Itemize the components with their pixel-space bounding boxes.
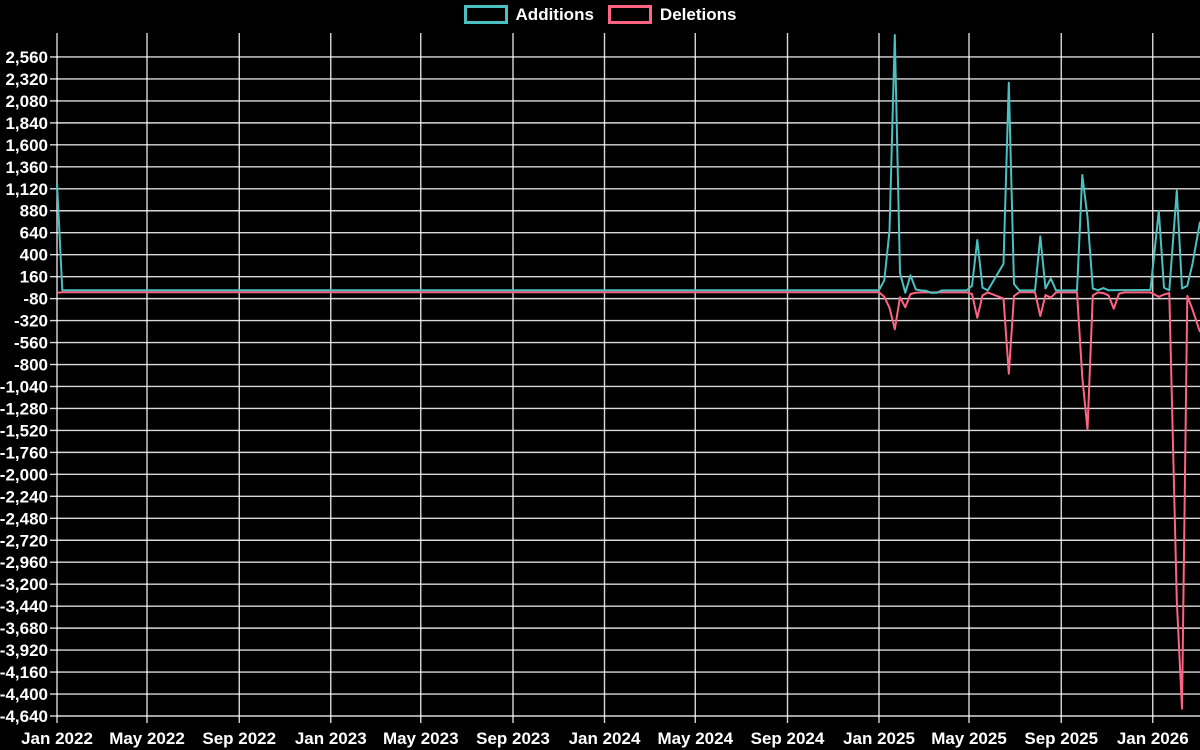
x-tick-label: Jan 2024 [569,729,641,748]
y-tick-label: -3,200 [0,575,48,594]
x-tick-label: Sep 2023 [476,729,550,748]
y-tick-label: -3,440 [0,597,48,616]
y-tick-label: 640 [20,224,48,243]
y-tick-label: 880 [20,202,48,221]
y-tick-label: -2,720 [0,531,48,550]
x-tick-label: Sep 2024 [751,729,825,748]
deletions-line [56,291,1200,710]
y-tick-label: -2,000 [0,465,48,484]
legend-item-deletions[interactable]: Deletions [607,5,737,24]
legend-label-deletions: Deletions [659,5,737,24]
y-tick-label: -2,960 [0,553,48,572]
x-tick-label: Sep 2025 [1024,729,1098,748]
x-tick-label: May 2022 [109,729,185,748]
y-tick-label: -3,920 [0,641,48,660]
legend-label-additions: Additions [515,5,594,24]
y-tick-label: 160 [20,268,48,287]
y-tick-label: 2,560 [5,48,48,67]
y-tick-label: 1,840 [5,114,48,133]
y-tick-label: -1,040 [0,377,48,396]
y-tick-label: 1,360 [5,158,48,177]
y-tick-label: -560 [14,334,48,353]
x-tick-label: Jan 2026 [1117,729,1189,748]
x-tick-label: Jan 2025 [843,729,915,748]
additions-swatch-icon [463,5,508,24]
x-tick-label: Sep 2022 [202,729,276,748]
deletions-swatch-icon [607,5,652,24]
y-tick-label: -3,680 [0,619,48,638]
legend-item-additions[interactable]: Additions [463,5,594,24]
y-tick-label: 2,080 [5,92,48,111]
x-tick-label: Jan 2022 [21,729,93,748]
y-tick-label: 1,600 [5,136,48,155]
x-tick-label: May 2023 [383,729,459,748]
x-tick-label: May 2025 [931,729,1007,748]
y-tick-label: 1,120 [5,180,48,199]
y-tick-label: -1,760 [0,443,48,462]
y-tick-label: 2,320 [5,70,48,89]
y-tick-label: -4,640 [0,707,48,726]
y-tick-label: -2,480 [0,509,48,528]
y-tick-label: 400 [20,246,48,265]
y-tick-label: -320 [14,312,48,331]
y-tick-label: -1,520 [0,421,48,440]
y-tick-label: -4,160 [0,663,48,682]
y-tick-label: -800 [14,356,48,375]
y-tick-label: -4,400 [0,685,48,704]
y-tick-label: -80 [23,290,48,309]
chart-legend: Additions Deletions [0,5,1200,24]
y-tick-label: -1,280 [0,399,48,418]
additions-line [56,34,1200,294]
y-tick-label: -2,240 [0,487,48,506]
x-tick-label: May 2024 [657,729,733,748]
x-tick-label: Jan 2023 [295,729,367,748]
